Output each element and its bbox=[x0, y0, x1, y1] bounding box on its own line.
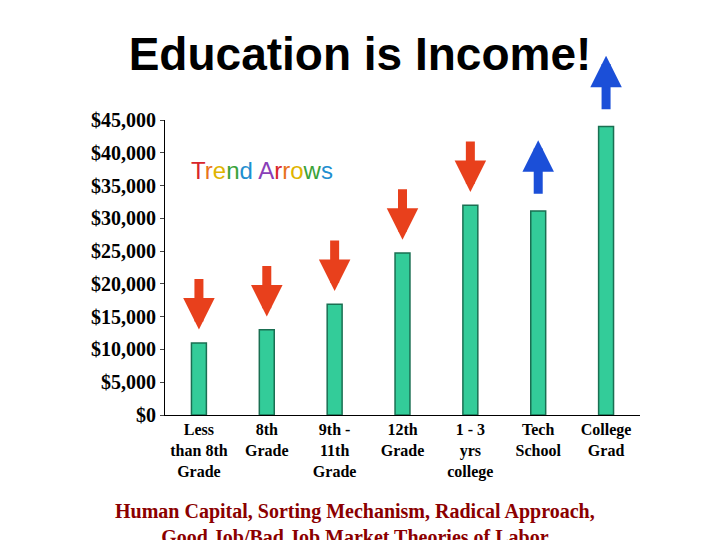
svg-text:8thGrade: 8thGrade bbox=[245, 421, 289, 459]
svg-text:$25,000: $25,000 bbox=[91, 240, 156, 262]
svg-text:$20,000: $20,000 bbox=[91, 273, 156, 295]
svg-text:$15,000: $15,000 bbox=[91, 306, 156, 328]
svg-text:$10,000: $10,000 bbox=[91, 338, 156, 360]
svg-text:$35,000: $35,000 bbox=[91, 175, 156, 197]
svg-text:$0: $0 bbox=[136, 404, 156, 426]
svg-text:Trend Arrows: Trend Arrows bbox=[191, 157, 333, 184]
svg-text:$30,000: $30,000 bbox=[91, 207, 156, 229]
svg-text:Human Capital, Sorting Mechani: Human Capital, Sorting Mechanism, Radica… bbox=[115, 500, 595, 540]
svg-text:9th -11thGrade: 9th -11thGrade bbox=[313, 421, 357, 480]
svg-text:Education is Income!: Education is Income! bbox=[129, 28, 592, 80]
svg-text:1 - 3yrscollege: 1 - 3yrscollege bbox=[447, 421, 493, 481]
svg-text:TechSchool: TechSchool bbox=[516, 421, 562, 459]
svg-text:$45,000: $45,000 bbox=[91, 109, 156, 131]
svg-text:$5,000: $5,000 bbox=[101, 371, 156, 393]
svg-text:12thGrade: 12thGrade bbox=[381, 421, 425, 459]
svg-text:CollegeGrad: CollegeGrad bbox=[581, 421, 632, 459]
svg-text:$40,000: $40,000 bbox=[91, 142, 156, 164]
svg-text:Lessthan 8thGrade: Lessthan 8thGrade bbox=[170, 421, 227, 480]
